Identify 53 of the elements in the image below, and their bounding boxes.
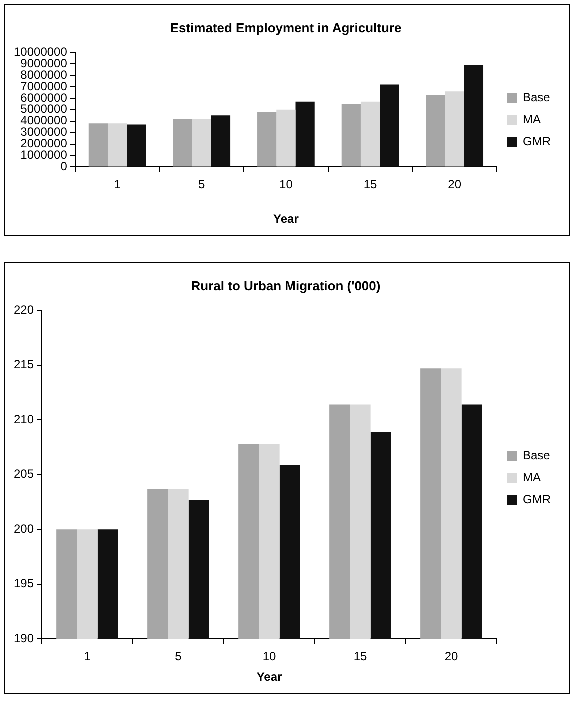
x-axis-title: Year — [274, 212, 300, 226]
legend-label: GMR — [523, 134, 552, 148]
bar — [127, 124, 146, 167]
y-tick-label: 5000000 — [20, 102, 68, 116]
bar — [258, 112, 277, 167]
bar — [88, 124, 108, 167]
y-tick-label: 2000000 — [20, 136, 68, 151]
legend-label: Base — [523, 90, 551, 104]
x-tick-label: 1 — [114, 178, 122, 192]
x-tick-label: 15 — [364, 178, 378, 192]
bar — [108, 124, 128, 167]
y-tick-label: 4000000 — [20, 114, 68, 128]
bar — [192, 119, 212, 167]
bar — [445, 92, 464, 167]
y-tick-label: 0 — [60, 160, 68, 174]
chart-title: Rural to Urban Migration ('000) — [191, 278, 381, 294]
bar — [360, 102, 380, 167]
y-tick-label: 3000000 — [20, 125, 68, 140]
y-tick-label: 7000000 — [20, 79, 68, 94]
bar — [426, 95, 446, 167]
legend-label: GMR — [523, 492, 552, 506]
legend-label: MA — [523, 112, 542, 126]
legend-label: MA — [523, 470, 542, 484]
bar — [211, 116, 231, 167]
y-tick-label: 8000000 — [20, 68, 68, 82]
x-tick-label: 20 — [448, 178, 462, 192]
y-tick-label: 210 — [14, 412, 34, 426]
x-tick-label: 10 — [280, 178, 294, 192]
chart-title: Estimated Employment in Agriculture — [170, 20, 402, 36]
x-tick-label: 5 — [198, 178, 206, 192]
x-tick-label: 5 — [175, 650, 182, 664]
x-tick-label: 10 — [262, 650, 277, 664]
y-tick-label: 190 — [14, 632, 34, 646]
x-tick-label: 15 — [354, 650, 368, 664]
bar — [173, 119, 192, 167]
x-tick-label: 20 — [444, 650, 458, 664]
y-tick-label: 6000000 — [20, 90, 68, 105]
y-tick-label: 1000000 — [20, 148, 68, 162]
bar — [276, 110, 296, 167]
y-tick-label: 200 — [14, 522, 34, 536]
y-tick-label: 220 — [14, 302, 34, 317]
y-tick-label: 195 — [14, 576, 34, 591]
bar — [296, 102, 315, 167]
legend-label: Base — [523, 448, 551, 462]
y-tick-label: 215 — [14, 358, 34, 372]
bar — [464, 65, 484, 167]
bar — [380, 84, 400, 167]
y-tick-label: 10000000 — [14, 44, 68, 59]
bar — [342, 104, 361, 167]
y-tick-label: 205 — [14, 467, 34, 482]
x-axis-title: Year — [256, 670, 283, 684]
x-tick-label: 1 — [84, 650, 92, 664]
y-tick-label: 9000000 — [20, 56, 68, 70]
